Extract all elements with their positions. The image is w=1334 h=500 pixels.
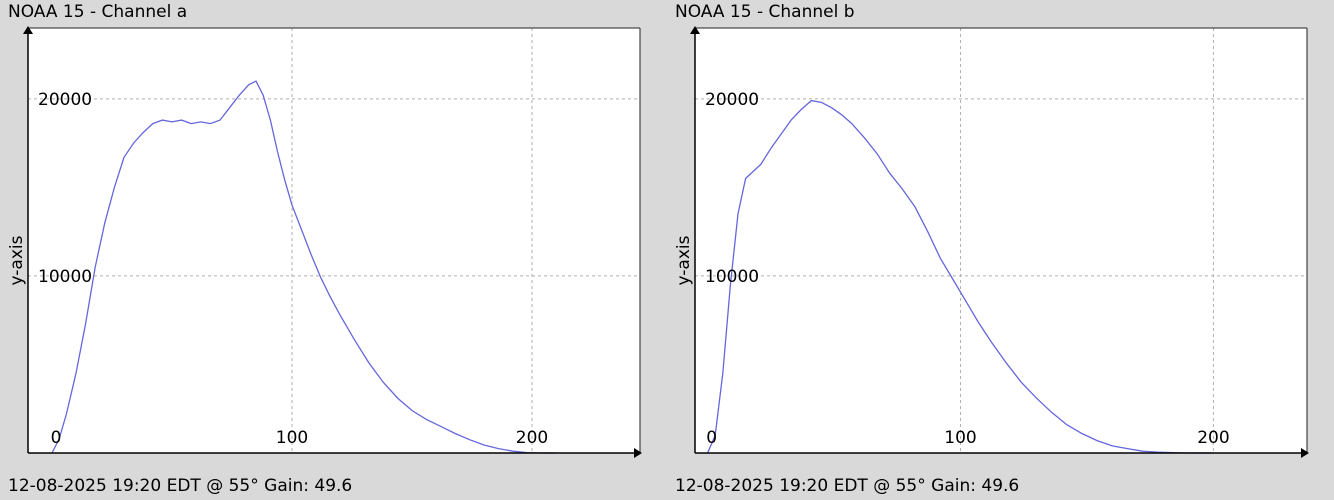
chart-footer: 12-08-2025 19:20 EDT @ 55° Gain: 49.6	[8, 476, 353, 496]
x-tick-label: 0	[706, 428, 717, 448]
y-tick-label: 10000	[705, 267, 759, 287]
chart-title: NOAA 15 - Channel b	[675, 2, 855, 22]
y-axis-label: y-axis	[674, 235, 694, 285]
x-axis-arrow	[634, 448, 642, 458]
chart-footer: 12-08-2025 19:20 EDT @ 55° Gain: 49.6	[675, 476, 1020, 496]
x-tick-label: 100	[276, 428, 308, 448]
x-tick-label: 200	[516, 428, 548, 448]
series-line	[51, 80, 556, 454]
plot-background	[695, 28, 1307, 453]
series-line	[707, 99, 1214, 454]
x-tick-label: 200	[1197, 428, 1229, 448]
x-axis-arrow	[1301, 448, 1309, 458]
x-tick-label: 0	[51, 428, 62, 448]
chart-panel-channel-b: NOAA 15 - Channel b 0 100 200 10000 20000 y-a…	[667, 0, 1334, 500]
plot-background	[28, 28, 640, 453]
y-tick-label: 20000	[705, 90, 759, 110]
x-tick-label: 100	[944, 428, 976, 448]
chart-plot-area: 0 100 200 10000 20000 y-axis	[674, 26, 1309, 458]
y-axis-label: y-axis	[7, 235, 27, 285]
y-tick-label: 20000	[38, 90, 92, 110]
chart-title: NOAA 15 - Channel a	[8, 2, 188, 22]
chart-panel-channel-a: NOAA 15 - Channel a 0 100 200 10000 20000 y-a…	[7, 2, 642, 496]
y-tick-label: 10000	[38, 267, 92, 287]
chart-plot-area: 0 100 200 10000 20000 y-axis	[7, 26, 642, 458]
y-axis-arrow	[690, 26, 700, 34]
y-axis-arrow	[23, 26, 33, 34]
